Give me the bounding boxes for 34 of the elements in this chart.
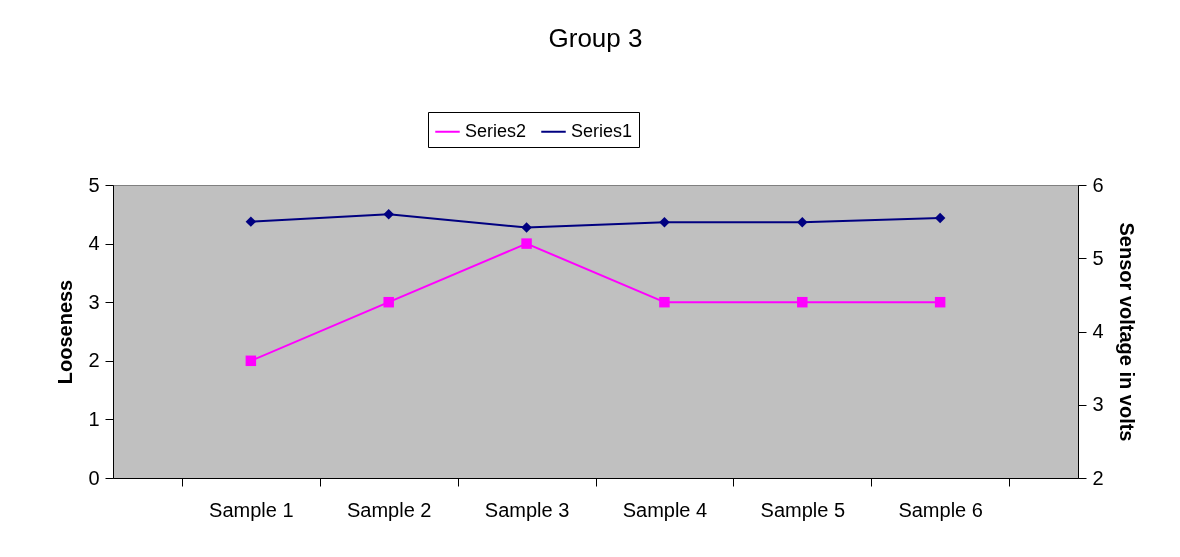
y-tick-label: 5 (88, 173, 100, 196)
y2-tick-label: 6 (1092, 173, 1104, 196)
y2-tick-label: 4 (1092, 320, 1104, 342)
chart-title: Group 3 (548, 22, 643, 53)
x-tick-label: Sample 5 (760, 498, 846, 521)
x-tick-label: Sample 1 (209, 498, 294, 521)
point (383, 296, 394, 308)
y-tick-label: 0 (88, 466, 100, 489)
y-axis-title: Looseness (54, 279, 77, 385)
y2-tick-label: 3 (1092, 393, 1104, 416)
legend-label: Series1 (571, 120, 633, 141)
point (245, 355, 257, 367)
point (934, 212, 946, 224)
y-tick-label: 3 (88, 290, 100, 313)
x-tick-label: Sample 4 (622, 498, 708, 521)
point (659, 296, 670, 308)
point (659, 217, 670, 228)
x-tick-label: Sample 2 (346, 498, 432, 521)
y2-tick-label: 5 (1092, 246, 1104, 269)
legend-label: Series2 (465, 120, 527, 141)
point (797, 296, 808, 308)
x-tick-label: Sample 6 (898, 498, 983, 521)
point (383, 209, 394, 220)
point (521, 222, 532, 233)
y2-tick-label: 2 (1092, 466, 1104, 489)
y-tick-label: 1 (88, 407, 100, 430)
y-tick-label: 4 (88, 232, 100, 255)
point (521, 238, 532, 249)
point (797, 217, 808, 228)
x-tick-label: Sample 3 (484, 498, 570, 521)
y2-axis-title: Sensor voltage in volts (1115, 222, 1138, 442)
point (245, 216, 257, 227)
point (934, 296, 946, 308)
y-tick-label: 2 (88, 349, 100, 372)
